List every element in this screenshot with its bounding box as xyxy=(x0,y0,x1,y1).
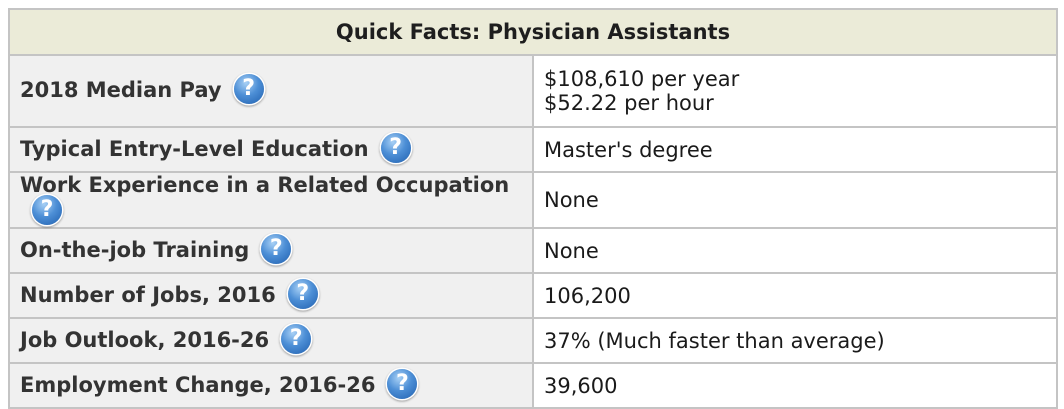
quick-facts-title: Quick Facts: Physician Assistants xyxy=(8,8,1058,56)
help-question-icon[interactable]: ? xyxy=(233,74,264,104)
row-label: Work Experience in a Related Occupation xyxy=(20,173,510,197)
value-cell: 39,600 xyxy=(532,362,1058,409)
help-question-icon[interactable]: ? xyxy=(380,132,411,163)
label-cell: Job Outlook, 2016-26? xyxy=(8,317,534,364)
row-label: On-the-job Training xyxy=(20,237,250,262)
row-number-of-jobs: Number of Jobs, 2016? 106,200 xyxy=(8,272,1058,319)
row-on-the-job-training: On-the-job Training? None xyxy=(8,227,1058,274)
median-pay-hourly: $52.22 per hour xyxy=(544,91,714,115)
label-cell: Typical Entry-Level Education? xyxy=(8,126,534,173)
help-question-icon[interactable]: ? xyxy=(281,323,312,354)
value-cell: None xyxy=(532,227,1058,274)
help-question-icon[interactable]: ? xyxy=(287,278,318,309)
value-cell: None xyxy=(532,171,1058,229)
row-label: Number of Jobs, 2016 xyxy=(20,282,276,307)
row-label: Job Outlook, 2016-26 xyxy=(20,327,270,352)
median-pay-annual: $108,610 per year xyxy=(544,67,740,91)
quick-facts-table: Quick Facts: Physician Assistants 2018 M… xyxy=(8,8,1058,409)
row-entry-level-education: Typical Entry-Level Education? Master's … xyxy=(8,126,1058,173)
value-cell: Master's degree xyxy=(532,126,1058,173)
row-label: Employment Change, 2016-26 xyxy=(20,372,376,397)
row-label: 2018 Median Pay xyxy=(20,78,222,102)
value-cell: $108,610 per year $52.22 per hour xyxy=(532,54,1058,128)
help-question-icon[interactable]: ? xyxy=(261,233,292,264)
row-job-outlook: Job Outlook, 2016-26? 37% (Much faster t… xyxy=(8,317,1058,364)
label-cell: On-the-job Training? xyxy=(8,227,534,274)
row-employment-change: Employment Change, 2016-26? 39,600 xyxy=(8,362,1058,409)
label-cell: Work Experience in a Related Occupation? xyxy=(8,171,534,229)
label-cell: Employment Change, 2016-26? xyxy=(8,362,534,409)
row-label: Typical Entry-Level Education xyxy=(20,136,369,161)
row-work-experience: Work Experience in a Related Occupation?… xyxy=(8,171,1058,229)
label-cell: 2018 Median Pay? xyxy=(8,54,534,128)
label-cell: Number of Jobs, 2016? xyxy=(8,272,534,319)
value-cell: 37% (Much faster than average) xyxy=(532,317,1058,364)
help-question-icon[interactable]: ? xyxy=(32,195,62,225)
value-cell: 106,200 xyxy=(532,272,1058,319)
quick-facts-header-row: Quick Facts: Physician Assistants xyxy=(8,8,1058,56)
row-median-pay: 2018 Median Pay? $108,610 per year $52.2… xyxy=(8,54,1058,128)
help-question-icon[interactable]: ? xyxy=(387,368,418,399)
